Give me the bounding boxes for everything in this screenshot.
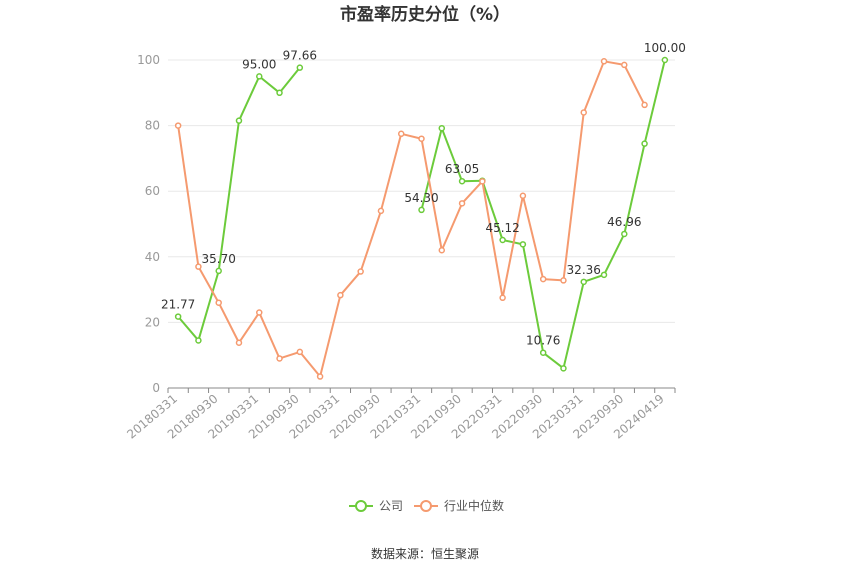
data-label: 100.00 [644,41,686,55]
data-label: 97.66 [283,49,317,63]
data-point-industry [256,309,263,316]
y-tick-label: 20 [145,315,160,329]
data-label: 35.70 [202,252,236,266]
legend-item-company[interactable]: 公司 [349,499,403,513]
y-tick-label: 40 [145,250,160,264]
data-label: 32.36 [567,263,601,277]
legend-company-marker [355,500,367,512]
data-point-industry [296,348,304,356]
data-point-industry [195,263,202,270]
data-point-company [174,313,182,320]
data-point-company [195,337,202,344]
chart-title: 市盈率历史分位（%） [340,4,510,25]
data-point-industry [397,130,405,138]
legend-company-label: 公司 [379,499,403,513]
data-point-industry [418,135,425,142]
data-point-company [499,236,506,244]
data-point-industry [621,61,628,69]
data-point-industry [174,122,182,129]
series-line-industry [177,60,646,378]
data-label: 10.76 [526,334,560,348]
data-point-company [418,206,425,214]
data-label: 21.77 [161,298,195,312]
grid-lines [168,59,675,323]
data-point-industry [600,58,608,65]
data-point-industry [377,207,385,215]
data-point-company [580,278,587,286]
data-point-industry [276,355,283,362]
data-point-company [539,349,547,356]
data-point-industry [316,373,324,380]
data-point-company [641,140,648,147]
data-label: 54.30 [404,191,438,205]
data-labels: 21.77 35.70 95.00 97.66 54.30 63.05 45.12 10.76… [161,41,686,348]
data-point-industry [641,101,648,109]
y-tick-label: 100 [137,53,160,67]
legend-industry-label: 行业中位数 [444,498,504,513]
data-point-company [560,365,567,372]
data-point-industry [519,192,527,200]
y-axis: 0 20 40 60 80 100 [137,53,160,395]
y-tick-label: 60 [145,184,160,198]
data-label: 46.96 [607,215,641,229]
legend[interactable]: 公司 行业中位数 [349,498,504,513]
data-point-industry [438,246,446,254]
data-point-company [276,89,283,97]
data-label: 45.12 [485,221,519,235]
data-point-industry [539,275,547,283]
y-tick-label: 80 [145,119,160,133]
legend-industry-marker [420,500,432,512]
data-label: 95.00 [242,57,276,71]
y-tick-label: 0 [152,381,160,395]
data-point-company [519,241,527,248]
data-point-company [621,230,628,238]
data-point-industry [580,109,587,116]
data-point-company [235,117,243,124]
data-point-company [296,64,304,71]
data-point-industry [337,291,344,299]
legend-item-industry[interactable]: 行业中位数 [414,498,504,513]
data-point-industry [479,178,486,185]
data-point-industry [235,339,243,346]
data-point-company [215,267,222,275]
series-points [174,56,669,380]
data-source: 数据来源：恒生聚源 [371,546,479,561]
data-point-industry [560,277,567,284]
data-point-industry [357,268,364,275]
data-point-industry [499,294,506,302]
series-lines [177,59,666,378]
data-point-company [600,271,608,279]
data-point-company [661,56,669,64]
data-point-company [438,124,446,132]
data-point-industry [458,200,466,207]
data-point-company [458,177,466,185]
x-axis: 2018033120180930201903312019093020200331… [124,387,676,442]
data-label: 63.05 [445,162,479,176]
data-point-company [256,73,263,80]
data-point-industry [215,299,222,306]
